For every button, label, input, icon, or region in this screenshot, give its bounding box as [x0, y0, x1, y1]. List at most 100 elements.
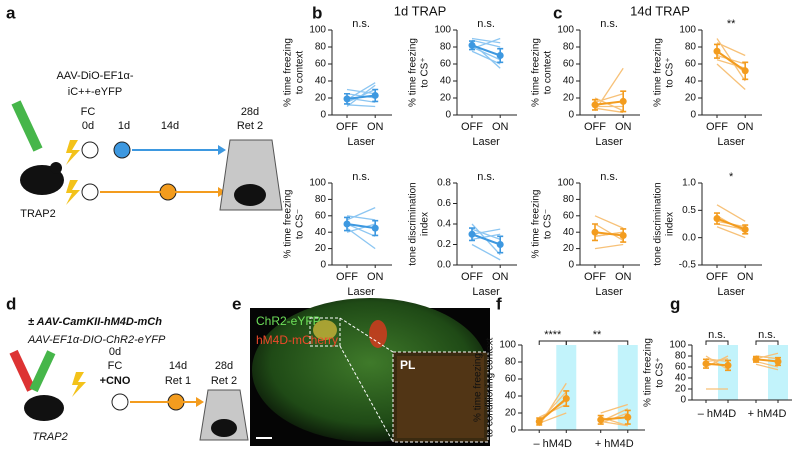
y-tick-label: 20	[563, 93, 575, 104]
individual-line	[705, 355, 729, 371]
virus-label: iC++-eYFP	[68, 86, 122, 98]
individual-line	[346, 88, 376, 95]
sig-label: n.s.	[708, 329, 726, 341]
panel-letter: a	[6, 3, 16, 22]
y-axis-label: to CS⁻	[295, 209, 306, 239]
x-axis-label: Laser	[717, 286, 745, 298]
sig-label: **	[727, 18, 736, 30]
mean-line	[471, 44, 501, 57]
y-tick-label: 0.0	[437, 260, 451, 271]
y-tick-label: 80	[563, 42, 575, 53]
y-axis-label: index	[420, 212, 431, 236]
sig-bracket	[565, 340, 629, 345]
y-tick-label: 40	[315, 227, 327, 238]
y-tick-label: 100	[309, 178, 326, 189]
mean-dot	[619, 97, 627, 105]
sig-label: **	[593, 329, 602, 341]
individual-line	[755, 363, 779, 371]
y-tick-label: 20	[440, 93, 452, 104]
y-axis-label: to CS⁺	[665, 57, 676, 87]
y-axis-label: % time freezing	[283, 38, 294, 107]
mean-line	[346, 223, 376, 230]
y-tick-label: 80	[563, 194, 575, 205]
mean-dot	[535, 418, 543, 425]
ret-label: Ret 2	[211, 375, 237, 387]
y-tick-label: 100	[434, 25, 451, 36]
individual-line	[346, 207, 376, 221]
y-axis-label: to CS⁺	[655, 357, 666, 387]
y-tick-label: 80	[685, 42, 697, 53]
y-axis-label: % time freezing	[531, 38, 542, 107]
mouse-label: TRAP2	[20, 208, 55, 220]
shock-icon	[72, 372, 86, 397]
sig-label: n.s.	[477, 171, 495, 183]
individual-line	[716, 54, 746, 65]
expression-spot	[369, 320, 387, 348]
individual-line	[594, 93, 624, 103]
panel-a-diagram: AAV-DiO-EF1α- iC++-eYFP TRAP2 FC 0d 1d 1…	[11, 70, 283, 220]
individual-line	[346, 104, 376, 108]
day-label: 1d	[118, 120, 130, 132]
x-axis-label: Laser	[595, 286, 623, 298]
y-tick-label: 60	[685, 59, 697, 70]
individual-line	[594, 243, 624, 250]
sig-label: ****	[544, 329, 562, 341]
expression-spot	[313, 320, 337, 340]
y-tick-label: 20	[563, 243, 575, 254]
y-tick-label: 100	[499, 340, 516, 351]
y-tick-label: 20	[675, 384, 687, 395]
individual-line	[705, 355, 729, 368]
arrow-head	[218, 145, 226, 155]
panel-letter: f	[496, 294, 502, 313]
x-tick-label: ON	[492, 121, 509, 133]
y-axis-label: to CS⁺	[420, 57, 431, 87]
panel-letter: e	[232, 294, 241, 313]
shock-icon	[66, 140, 80, 165]
panel-letter: g	[670, 294, 680, 313]
y-tick-label: 80	[675, 351, 687, 362]
y-tick-label: 80	[505, 357, 517, 368]
y-tick-label: 60	[675, 362, 687, 373]
region-label: PL	[400, 358, 415, 372]
zoom-line	[339, 345, 394, 443]
x-tick-label: OFF	[461, 121, 483, 133]
mean-line	[471, 233, 501, 246]
sig-label: n.s.	[758, 329, 776, 341]
x-tick-label: OFF	[336, 271, 358, 283]
syringe	[29, 350, 56, 393]
y-axis-label: index	[665, 212, 676, 236]
y-axis-label: to context	[295, 51, 306, 95]
mean-dot	[562, 395, 570, 403]
y-tick-label: 100	[557, 178, 574, 189]
individual-line	[471, 243, 501, 261]
label-green: ChR2-eYFP	[256, 314, 321, 328]
y-axis-label: % time freezing	[283, 190, 294, 259]
shock-icon	[66, 180, 80, 205]
virus-label: ± AAV-CamKII-hM4D-mCh	[28, 316, 162, 328]
y-tick-label: 60	[315, 210, 327, 221]
day-label: 14d	[169, 360, 187, 372]
y-tick-label: 0.5	[682, 205, 696, 216]
sig-label: n.s.	[352, 171, 370, 183]
y-tick-label: 20	[315, 93, 327, 104]
y-tick-label: 20	[685, 93, 697, 104]
y-axis-label: % time freezing	[531, 190, 542, 259]
individual-line	[716, 204, 746, 222]
y-tick-label: 100	[557, 25, 574, 36]
y-tick-label: 40	[440, 76, 452, 87]
y-tick-label: 0	[445, 110, 451, 121]
x-axis-label: Laser	[472, 286, 500, 298]
individual-line	[594, 223, 624, 241]
mouse-ear	[50, 162, 62, 174]
y-tick-label: 0.8	[437, 178, 451, 189]
y-tick-label: 60	[563, 210, 575, 221]
mean-line	[716, 217, 746, 231]
y-axis-label: to conditioning context	[485, 338, 496, 438]
y-tick-label: 40	[563, 76, 575, 87]
y-tick-label: 80	[440, 42, 452, 53]
individual-line	[600, 420, 628, 427]
mean-line	[346, 94, 376, 100]
individual-line	[471, 228, 501, 235]
individual-line	[600, 403, 628, 414]
day-label: 0d	[82, 120, 94, 132]
